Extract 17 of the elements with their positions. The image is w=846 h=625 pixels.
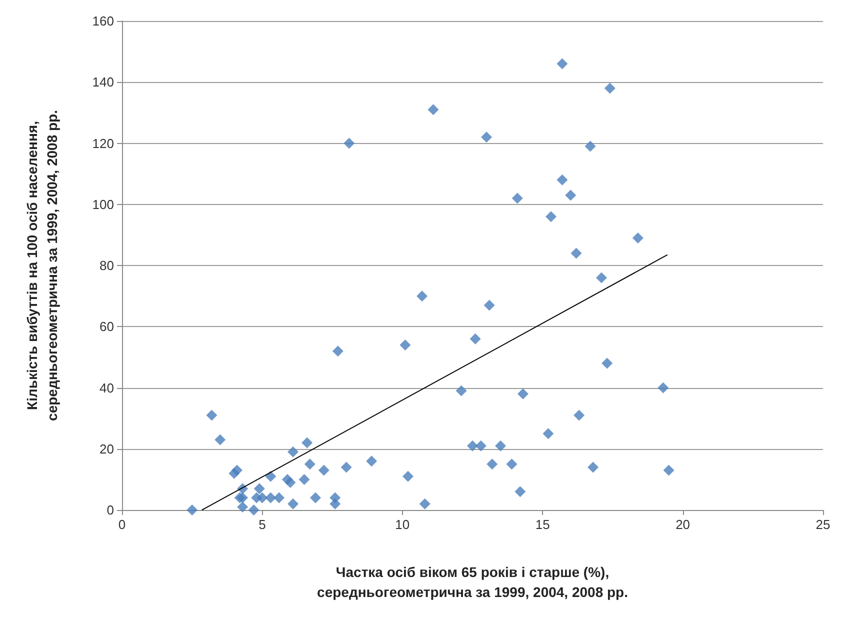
y-tick-label: 100 <box>92 196 114 212</box>
y-tick-label: 140 <box>92 74 114 90</box>
y-tick-label: 0 <box>106 502 114 518</box>
x-tick-label: 5 <box>258 517 266 532</box>
y-tick-label: 80 <box>100 258 114 273</box>
x-tick-label: 25 <box>816 517 830 532</box>
y-tick-label: 40 <box>100 380 114 396</box>
x-tick-label: 0 <box>118 517 126 532</box>
x-tick-label: 20 <box>676 517 690 532</box>
y-tick-label: 20 <box>100 441 114 456</box>
y-tick-label: 120 <box>92 136 114 151</box>
x-tick-label: 10 <box>395 517 410 532</box>
y-axis-title: Кількість вибуттів на 100 осіб населення, середньогеометрична за 1999, 2004, 2008 рр. <box>24 110 60 421</box>
y-tick-label: 160 <box>92 14 114 28</box>
x-tick-label: 15 <box>535 517 550 532</box>
x-axis-title: Частка осіб віком 65 років і старше (%), середньогеометрична за 1999, 2004, 2008 рр. <box>317 564 628 600</box>
y-tick-label: 60 <box>100 319 114 334</box>
